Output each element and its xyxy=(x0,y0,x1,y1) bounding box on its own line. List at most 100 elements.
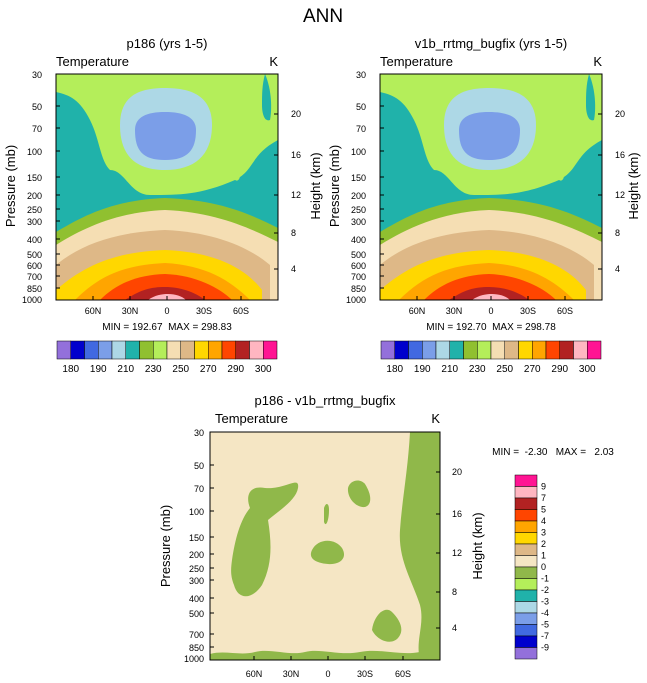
panel-c-frame xyxy=(209,431,441,661)
lat-tick-a-0: 0 xyxy=(164,306,169,316)
colorbar-c-label-1: 7 xyxy=(541,493,546,503)
colorbar-c-label-13: -7 xyxy=(541,631,549,641)
p-tick-a-1000: 1000 xyxy=(22,295,42,305)
h-ticks-b xyxy=(598,113,602,270)
panel-c: p186 - v1b_rrtmg_bugfix Temperature K 30… xyxy=(158,393,614,679)
panel-a-left-axis: 30 50 70 100 150 200 250 300 400 500 600… xyxy=(3,70,60,305)
h-tick-a-12: 12 xyxy=(291,190,301,200)
p-tick-a-600: 600 xyxy=(27,261,42,271)
colorbar-b-swatch-15 xyxy=(587,340,602,360)
colorbar-b-label-7: 300 xyxy=(579,364,596,375)
colorbar-c-swatch-3 xyxy=(514,509,538,522)
panel-b-ylabel: Pressure (mb) xyxy=(327,145,342,227)
panel-a-ylabel: Pressure (mb) xyxy=(3,145,18,227)
colorbar-c-label-7: 0 xyxy=(541,562,546,572)
lat-tick-b-0: 0 xyxy=(488,306,493,316)
panel-b-ylabel-right: Height (km) xyxy=(626,152,641,219)
lat-tick-c-30s: 30S xyxy=(357,669,373,679)
colorbar-c-swatch-14 xyxy=(514,635,538,648)
panel-b-stats: MIN = 192.70 MAX = 298.78 xyxy=(426,322,556,333)
p-ticks-b xyxy=(380,73,384,301)
p-tick-a-300: 300 xyxy=(27,217,42,227)
p-tick-a-100: 100 xyxy=(27,147,42,157)
panel-b-colorbar: 180 190 210 230 250 270 290 300 xyxy=(380,340,602,375)
contour-band-a-210 xyxy=(135,112,196,160)
p-tick-a-500: 500 xyxy=(27,250,42,260)
colorbar-c-swatch-8 xyxy=(514,566,538,579)
contour-band-b-290b xyxy=(424,274,556,300)
panel-b-bottom-axis: 60N 30N 0 30S 60S xyxy=(409,296,573,316)
colorbar-c-label-2: 5 xyxy=(541,505,546,515)
p-tick-b-150: 150 xyxy=(351,173,366,183)
p-tick-b-70: 70 xyxy=(356,124,366,134)
h-tick-c-16: 16 xyxy=(452,509,462,519)
colorbar-c-swatch-9 xyxy=(514,578,538,591)
panel-c-colorbar: 97 54 32 10 -1-2 -3-4 -5-7 -9 xyxy=(514,474,549,660)
colorbar-a-label-0: 180 xyxy=(62,364,79,375)
contour-band-b-240b xyxy=(586,74,596,121)
colorbar-c-swatch-6 xyxy=(514,543,538,556)
contour-band-c-left-blob xyxy=(231,482,299,597)
colorbar-c-label-8: -1 xyxy=(541,574,549,584)
h-ticks-a xyxy=(274,113,278,270)
contour-band-a-230b xyxy=(230,77,239,93)
lat-tick-a-30n: 30N xyxy=(122,306,139,316)
lat-tick-b-60s: 60S xyxy=(557,306,573,316)
panel-a-right-axis: 4 8 12 16 20 Height (km) xyxy=(274,109,323,274)
colorbar-a-label-3: 230 xyxy=(145,364,162,375)
lat-tick-c-30n: 30N xyxy=(283,669,300,679)
colorbar-c-label-5: 2 xyxy=(541,539,546,549)
p-tick-b-400: 400 xyxy=(351,235,366,245)
colorbar-a-label-4: 250 xyxy=(172,364,189,375)
colorbar-c-swatch-4 xyxy=(514,520,538,533)
p-ticks-c xyxy=(210,431,214,661)
colorbar-a-label-2: 210 xyxy=(117,364,134,375)
p-tick-c-300: 300 xyxy=(189,576,204,586)
colorbar-c-swatch-13 xyxy=(514,624,538,637)
colorbar-b-label-2: 210 xyxy=(441,364,458,375)
p-tick-c-1000: 1000 xyxy=(184,654,204,664)
lat-tick-a-60s: 60S xyxy=(233,306,249,316)
contour-band-c-thin-sliver xyxy=(324,504,329,525)
colorbar-c-swatch-2 xyxy=(514,497,538,510)
colorbar-c-label-0: 9 xyxy=(541,482,546,492)
lat-tick-c-60s: 60S xyxy=(395,669,411,679)
colorbar-b-swatch-7 xyxy=(477,340,492,360)
lat-tick-b-30n: 30N xyxy=(446,306,463,316)
contour-band-b-210 xyxy=(459,112,520,160)
colorbar-c-label-11: -4 xyxy=(541,608,549,618)
p-tick-a-70: 70 xyxy=(32,124,42,134)
h-tick-c-4: 4 xyxy=(452,623,457,633)
p-tick-b-500: 500 xyxy=(351,250,366,260)
p-tick-b-50: 50 xyxy=(356,102,366,112)
colorbar-b-label-5: 270 xyxy=(524,364,541,375)
colorbar-a-label-7: 300 xyxy=(255,364,272,375)
lat-ticks-b xyxy=(416,296,566,300)
colorbar-c-swatch-1 xyxy=(514,486,538,499)
panel-b-contours xyxy=(380,74,602,300)
h-tick-a-16: 16 xyxy=(291,150,301,160)
panel-c-ylabel-right: Height (km) xyxy=(470,512,485,579)
contour-band-b-230c xyxy=(557,168,564,181)
panel-b-field-label: Temperature xyxy=(380,54,453,69)
colorbar-c-swatch-12 xyxy=(514,612,538,625)
colorbar-a-swatch-3 xyxy=(98,340,113,360)
p-tick-a-50: 50 xyxy=(32,102,42,112)
colorbar-c-label-12: -5 xyxy=(541,620,549,630)
colorbar-c-swatch-15 xyxy=(514,647,538,660)
colorbar-b-swatch-6 xyxy=(463,340,478,360)
colorbar-b-swatch-12 xyxy=(545,340,560,360)
p-tick-a-150: 150 xyxy=(27,173,42,183)
panel-b-units: K xyxy=(593,54,602,69)
p-tick-c-850: 850 xyxy=(189,643,204,653)
colorbar-c-swatch-0 xyxy=(514,474,538,487)
colorbar-b-label-6: 290 xyxy=(551,364,568,375)
colorbar-a-swatch-13 xyxy=(235,340,250,360)
p-tick-c-30: 30 xyxy=(194,428,204,438)
panel-c-right-axis: 4 8 12 16 20 Height (km) xyxy=(436,467,485,633)
lat-tick-a-60n: 60N xyxy=(85,306,102,316)
lat-tick-b-30s: 30S xyxy=(520,306,536,316)
colorbar-a-swatch-6 xyxy=(139,340,154,360)
p-tick-c-150: 150 xyxy=(189,533,204,543)
